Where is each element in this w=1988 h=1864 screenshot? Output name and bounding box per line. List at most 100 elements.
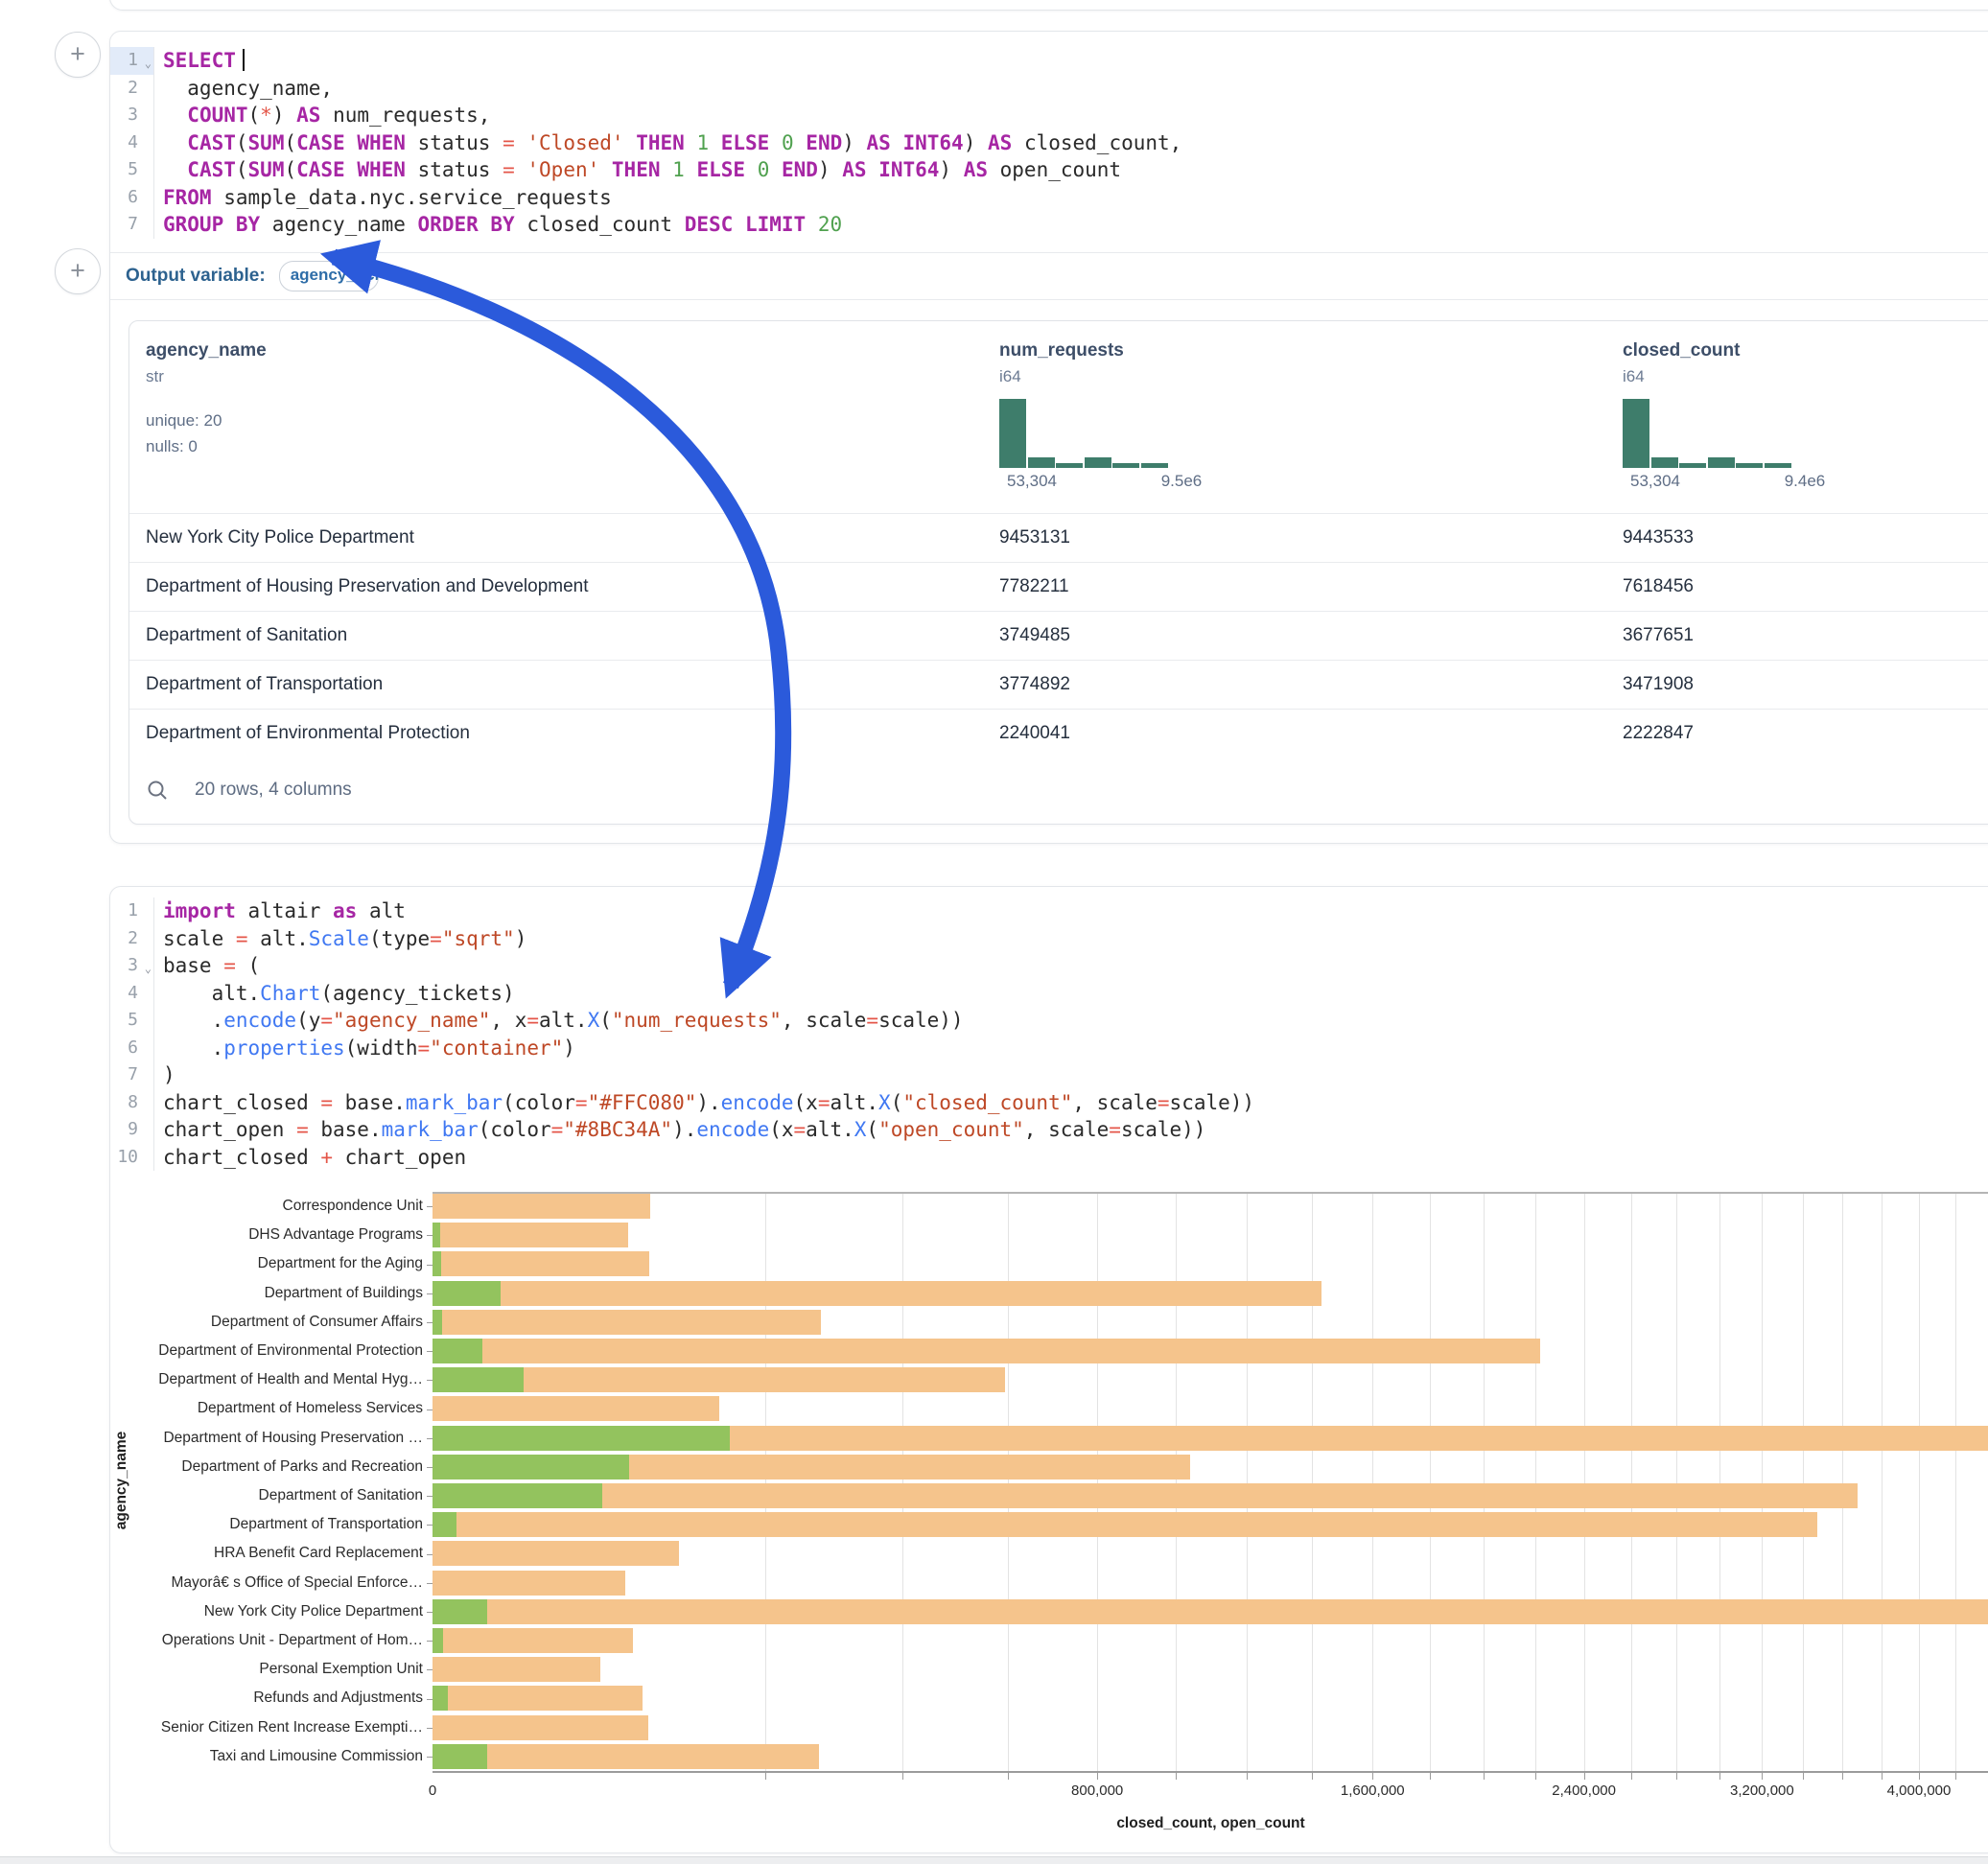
code-text[interactable]: base = ( bbox=[154, 952, 1988, 980]
code-token bbox=[163, 158, 187, 181]
code-token: scale)) bbox=[1169, 1090, 1255, 1114]
code-line[interactable]: 8 chart_closed = base.mark_bar(color="#FF… bbox=[110, 1088, 1988, 1117]
code-text[interactable]: chart_closed = base.mark_bar(color="#FFC… bbox=[154, 1089, 1988, 1117]
gridline bbox=[1881, 1194, 1883, 1771]
x-axis-tick-label: 2,400,000 bbox=[1552, 1782, 1616, 1799]
code-token: scale)) bbox=[1120, 1118, 1206, 1141]
bar-closed-count bbox=[433, 1628, 634, 1653]
code-line[interactable]: 1 ⌄ SELECT bbox=[110, 47, 1988, 75]
code-token bbox=[163, 104, 187, 127]
code-text[interactable]: GROUP BY agency_name ORDER BY closed_cou… bbox=[154, 211, 1988, 239]
bar-closed-count bbox=[433, 1657, 601, 1683]
table-cell: Department of Transportation bbox=[146, 673, 384, 694]
code-token: SELECT bbox=[163, 49, 236, 72]
y-axis-tick bbox=[427, 1525, 433, 1526]
code-line[interactable]: 2 agency_name, bbox=[110, 74, 1988, 103]
code-text[interactable]: .properties(width="container") bbox=[154, 1035, 1988, 1062]
code-line[interactable]: 10 chart_closed + chart_open bbox=[110, 1143, 1988, 1172]
code-text[interactable]: alt.Chart(agency_tickets) bbox=[154, 980, 1988, 1008]
code-text[interactable]: chart_closed + chart_open bbox=[154, 1144, 1988, 1172]
y-axis-tick bbox=[427, 1235, 433, 1237]
search-icon[interactable] bbox=[146, 779, 169, 802]
histogram-labels: 53,304 9.5e6 bbox=[999, 472, 1229, 493]
output-variable-pill[interactable]: agency_tickets bbox=[278, 260, 379, 291]
python-editor[interactable]: 1 import altair as alt 2 scale = alt.Scale(… bbox=[110, 887, 1988, 1171]
x-axis-tick bbox=[1630, 1773, 1632, 1780]
y-axis-label: Personal Exemption Unit bbox=[259, 1661, 423, 1678]
code-line[interactable]: 2 scale = alt.Scale(type="sqrt") bbox=[110, 924, 1988, 953]
code-token bbox=[660, 158, 672, 181]
y-axis-tick bbox=[427, 1669, 433, 1671]
gridline bbox=[1372, 1194, 1374, 1771]
code-token: encode bbox=[696, 1118, 770, 1141]
code-token: ( bbox=[235, 130, 248, 154]
plot-top-border bbox=[433, 1192, 1988, 1194]
code-line[interactable]: 5 .encode(y="agency_name", x=alt.X("num_… bbox=[110, 1007, 1988, 1035]
code-text[interactable]: .encode(y="agency_name", x=alt.X("num_re… bbox=[154, 1007, 1988, 1035]
bar-open-count bbox=[433, 1309, 443, 1335]
line-number: 9 bbox=[110, 1116, 154, 1144]
bar-closed-count bbox=[433, 1280, 1321, 1306]
table-cell: 3471908 bbox=[1623, 673, 1694, 694]
code-line[interactable]: 6 FROM sample_data.nyc.service_requests bbox=[110, 183, 1988, 212]
code-text[interactable]: chart_open = base.mark_bar(color="#8BC34… bbox=[154, 1116, 1988, 1144]
code-text[interactable]: scale = alt.Scale(type="sqrt") bbox=[154, 925, 1988, 953]
fold-chevron-icon[interactable]: ⌄ bbox=[144, 57, 152, 70]
code-text[interactable]: agency_name, bbox=[154, 75, 1988, 103]
code-token: base. bbox=[333, 1090, 406, 1114]
code-line[interactable]: 3 ⌄ base = ( bbox=[110, 952, 1988, 980]
code-token: = bbox=[866, 1009, 879, 1032]
code-line[interactable]: 1 import altair as alt bbox=[110, 897, 1988, 925]
sql-editor[interactable]: 1 ⌄ SELECT 2 agency_name, 3 COUNT(*) AS num_… bbox=[110, 32, 1988, 252]
histogram-bar bbox=[1650, 456, 1678, 468]
code-token: ) bbox=[271, 104, 297, 127]
code-line[interactable]: 4 CAST(SUM(CASE WHEN status = 'Closed' T… bbox=[110, 128, 1988, 157]
row-column-count: 20 rows, 4 columns bbox=[195, 780, 352, 800]
bar-open-count bbox=[433, 1628, 443, 1653]
code-token bbox=[515, 158, 527, 181]
y-axis-tick bbox=[427, 1641, 433, 1643]
code-token: mark_bar bbox=[381, 1118, 479, 1141]
code-token: = bbox=[503, 130, 515, 154]
code-token: = bbox=[574, 1090, 588, 1114]
code-text[interactable]: FROM sample_data.nyc.service_requests bbox=[154, 184, 1988, 212]
code-token: (x bbox=[793, 1090, 818, 1114]
add-cell-button-middle[interactable]: + bbox=[55, 248, 101, 294]
code-line[interactable]: 6 .properties(width="container") bbox=[110, 1034, 1988, 1062]
fold-chevron-icon[interactable]: ⌄ bbox=[144, 962, 152, 975]
histogram-bar bbox=[1027, 456, 1055, 468]
code-text[interactable]: SELECT bbox=[154, 47, 1988, 75]
table-row: Department of Environmental Protection 22… bbox=[129, 708, 1988, 757]
code-token: . bbox=[163, 1009, 224, 1032]
code-token bbox=[685, 158, 697, 181]
code-line[interactable]: 9 chart_open = base.mark_bar(color="#8BC3… bbox=[110, 1116, 1988, 1144]
bar-closed-count bbox=[433, 1339, 1541, 1363]
code-token: = bbox=[296, 1118, 309, 1141]
code-text[interactable]: CAST(SUM(CASE WHEN status = 'Closed' THE… bbox=[154, 129, 1988, 157]
code-text[interactable]: CAST(SUM(CASE WHEN status = 'Open' THEN … bbox=[154, 156, 1988, 184]
histogram-min-label: 53,304 bbox=[1007, 471, 1057, 490]
code-token: SUM bbox=[247, 130, 285, 154]
code-text[interactable]: ) bbox=[154, 1061, 1988, 1089]
code-token: alt. bbox=[806, 1118, 854, 1141]
column-stats: unique: 20 nulls: 0 bbox=[146, 408, 267, 459]
code-text[interactable]: COUNT(*) AS num_requests, bbox=[154, 102, 1988, 129]
bar-closed-count bbox=[433, 1570, 625, 1596]
add-cell-button-top[interactable]: + bbox=[55, 32, 101, 78]
table-row: Department of Sanitation 3749485 3677651 bbox=[129, 610, 1988, 660]
code-line[interactable]: 7 GROUP BY agency_name ORDER BY closed_co… bbox=[110, 211, 1988, 239]
y-axis-label: Mayorâ€ s Office of Special Enforce… bbox=[171, 1573, 423, 1591]
code-token: ( bbox=[890, 1090, 903, 1114]
code-token: 0 bbox=[781, 130, 794, 154]
code-line[interactable]: 7) bbox=[110, 1061, 1988, 1089]
bar-open-count bbox=[433, 1598, 487, 1624]
column-name: agency_name bbox=[146, 339, 267, 361]
gridline bbox=[1311, 1194, 1313, 1771]
code-line[interactable]: 3 COUNT(*) AS num_requests, bbox=[110, 102, 1988, 129]
code-text[interactable]: import altair as alt bbox=[154, 897, 1988, 925]
code-line[interactable]: 5 CAST(SUM(CASE WHEN status = 'Open' THE… bbox=[110, 156, 1988, 184]
gridline bbox=[1675, 1194, 1677, 1771]
bar-closed-count bbox=[433, 1598, 1988, 1624]
gridline bbox=[1008, 1194, 1010, 1771]
code-line[interactable]: 4 alt.Chart(agency_tickets) bbox=[110, 979, 1988, 1008]
